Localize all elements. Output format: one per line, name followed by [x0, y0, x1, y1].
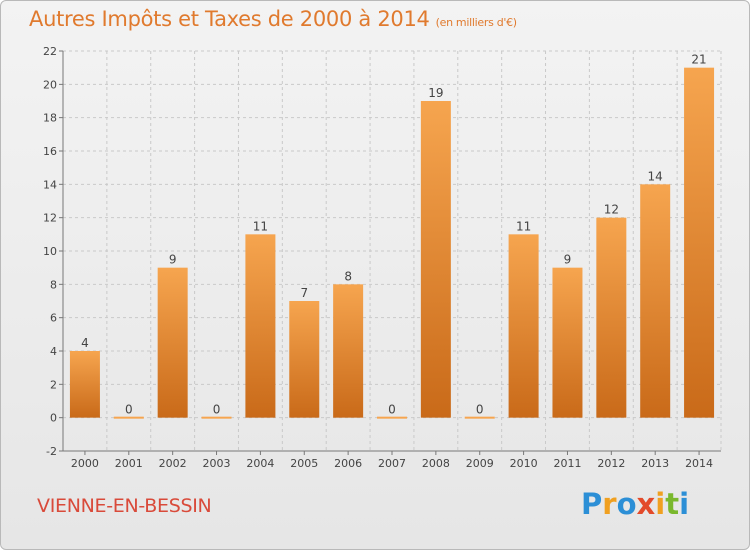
data-label: 11 — [516, 219, 531, 233]
x-tick-label: 2002 — [159, 457, 187, 470]
chart-subtitle: (en milliers d'€) — [435, 16, 517, 29]
x-tick-label: 2011 — [553, 457, 581, 470]
data-label: 12 — [604, 203, 619, 217]
x-tick-label: 2008 — [422, 457, 450, 470]
y-tick-label: 12 — [43, 212, 57, 225]
y-tick-label: 2 — [50, 378, 57, 391]
bar — [464, 416, 495, 419]
x-tick-label: 2013 — [641, 457, 669, 470]
logo-letter: r — [602, 487, 617, 521]
data-label: 4 — [81, 336, 89, 350]
proxiti-logo: Proxiti — [581, 487, 689, 521]
bar — [508, 234, 539, 418]
chart-title: Autres Impôts et Taxes de 2000 à 2014 — [29, 7, 430, 31]
y-tick-label: 22 — [43, 45, 57, 58]
data-label: 0 — [213, 403, 221, 417]
data-label: 0 — [125, 403, 133, 417]
y-tick-label: 0 — [50, 412, 57, 425]
logo-letter: t — [665, 487, 680, 521]
bar — [420, 101, 451, 418]
data-label: 8 — [344, 269, 352, 283]
place-name: VIENNE-EN-BESSIN — [37, 495, 212, 517]
bar — [157, 267, 188, 418]
y-tick-label: 14 — [43, 178, 57, 191]
bar — [113, 416, 144, 419]
y-tick-label: 20 — [43, 78, 57, 91]
y-tick-label: -2 — [46, 445, 57, 458]
chart-title-block: Autres Impôts et Taxes de 2000 à 2014 (en… — [29, 7, 517, 31]
y-tick-label: 8 — [50, 278, 57, 291]
data-label: 11 — [253, 219, 268, 233]
y-tick-label: 10 — [43, 245, 57, 258]
data-label: 19 — [428, 86, 443, 100]
logo-letter: i — [679, 487, 690, 521]
x-tick-label: 2010 — [510, 457, 538, 470]
data-label: 9 — [564, 253, 572, 267]
x-tick-label: 2007 — [378, 457, 406, 470]
data-label: 14 — [648, 169, 663, 183]
bar — [684, 67, 715, 418]
bar — [596, 217, 627, 418]
data-label: 9 — [169, 253, 177, 267]
y-tick-label: 18 — [43, 112, 57, 125]
bar — [289, 301, 320, 418]
x-tick-label: 2014 — [685, 457, 713, 470]
bar — [69, 351, 100, 418]
logo-letter: i — [655, 487, 666, 521]
data-label: 7 — [300, 286, 308, 300]
bar — [201, 416, 232, 419]
x-tick-label: 2003 — [203, 457, 231, 470]
x-tick-label: 2004 — [246, 457, 274, 470]
x-tick-label: 2001 — [115, 457, 143, 470]
label-layer: 4 0 9 0 11 7 8 0 19 0 11 9 12 14 21 — [81, 53, 707, 417]
x-tick-label: 2006 — [334, 457, 362, 470]
data-label: 0 — [388, 403, 396, 417]
x-tick-label: 2012 — [597, 457, 625, 470]
bar-layer — [69, 67, 715, 419]
y-tick-label: 6 — [50, 312, 57, 325]
logo-letter: x — [636, 487, 656, 521]
x-tick-label: 2000 — [71, 457, 99, 470]
logo-letter: o — [616, 487, 637, 521]
data-label: 0 — [476, 403, 484, 417]
x-tick-label: 2005 — [290, 457, 318, 470]
bar — [333, 284, 364, 418]
bar — [552, 267, 583, 418]
logo-letter: P — [581, 487, 603, 521]
axis-layer: -2 0 2 4 6 8 10 12 14 16 18 20 22 2000 2001 2002 2003 200… — [43, 45, 721, 470]
bar — [640, 184, 671, 418]
y-tick-label: 4 — [50, 345, 57, 358]
bar — [377, 416, 407, 419]
x-tick-label: 2009 — [466, 457, 494, 470]
data-label: 21 — [691, 53, 706, 67]
bar — [245, 234, 276, 418]
y-tick-label: 16 — [43, 145, 57, 158]
